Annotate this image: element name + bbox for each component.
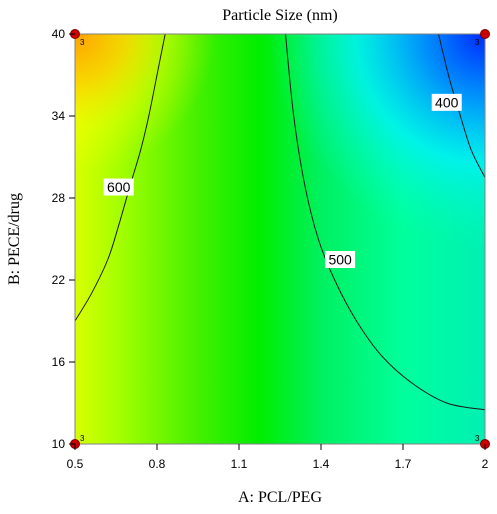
design-point-label-3: 3: [475, 434, 480, 443]
y-tick-label-28: 28: [52, 191, 66, 205]
chart-title: Particle Size (nm): [222, 7, 338, 24]
contour-label-box-400: [431, 93, 462, 111]
design-point-label-1: 3: [80, 434, 85, 443]
contour-line-500: [285, 33, 486, 411]
x-tick-label-0.8: 0.8: [149, 457, 166, 471]
x-tick-label-1.7: 1.7: [395, 457, 412, 471]
x-axis: 0.5 0.8 1.1 1.4 1.7 2: [67, 444, 489, 471]
x-tick-label-2: 2: [482, 457, 489, 471]
response-surface-low-region: [75, 34, 485, 444]
x-tick-label-0.5: 0.5: [67, 457, 84, 471]
y-tick-label-10: 10: [52, 437, 66, 451]
y-axis: 10 16 22 28 34 40: [52, 27, 75, 451]
x-tick-label-1.4: 1.4: [313, 457, 330, 471]
contour-labels: 600 500 400: [103, 93, 462, 268]
design-point-4: [480, 29, 490, 39]
contour-label-box-600: [103, 178, 134, 196]
contour-label-600: 600: [107, 179, 131, 195]
y-tick-label-22: 22: [52, 273, 66, 287]
y-tick-label-16: 16: [52, 355, 66, 369]
plot-frame: [74, 33, 486, 445]
y-axis-label: B: PECE/drug: [6, 193, 23, 285]
x-axis-label: A: PCL/PEG: [238, 489, 322, 506]
y-tick-label-34: 34: [52, 109, 66, 123]
contour-label-400: 400: [435, 94, 459, 110]
contour-label-box-500: [325, 251, 356, 268]
contour-label-500: 500: [328, 252, 352, 268]
plot-area: 600 500 400 3 3 3 3: [70, 29, 490, 449]
design-points: 3 3 3 3: [70, 29, 490, 449]
design-point-label-4: 3: [475, 38, 480, 47]
y-tick-label-40: 40: [52, 27, 66, 41]
x-tick-label-1.1: 1.1: [231, 457, 248, 471]
design-point-label-2: 3: [80, 38, 85, 47]
